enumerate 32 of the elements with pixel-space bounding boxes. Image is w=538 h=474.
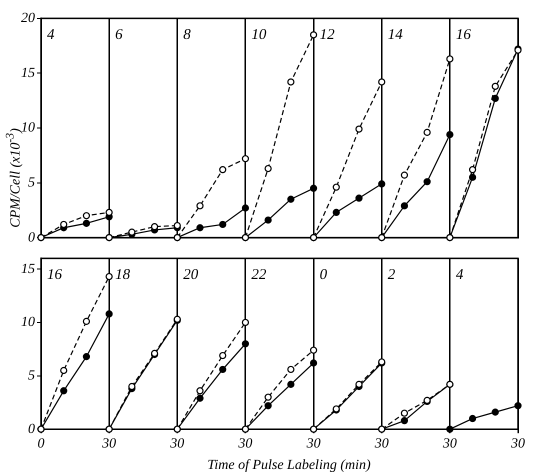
y-tick-label: 5 (28, 368, 35, 384)
annotation: 20 (183, 266, 199, 283)
annotation: 4 (456, 266, 464, 283)
annotation: 14 (388, 26, 404, 43)
annotation: 2 (388, 266, 396, 283)
y-tick-label: 10 (21, 120, 35, 136)
annotation: 16 (456, 26, 472, 43)
annotation: 12 (320, 26, 336, 43)
x-tick-label: 30 (306, 436, 321, 452)
annotation: 0 (320, 266, 328, 283)
annotation: 4 (47, 26, 55, 43)
x-tick-label: 0 (38, 436, 44, 452)
y-tick-label: 20 (21, 11, 35, 26)
y-tick-label: 5 (28, 175, 35, 190)
annotation: 16 (47, 266, 62, 283)
x-tick-label: 30 (442, 436, 457, 452)
annotation: 6 (115, 26, 124, 43)
annotation: 18 (115, 266, 131, 283)
y-tick-label: 0 (28, 422, 35, 437)
y-tick-label: 15 (21, 262, 35, 277)
y-tick-label: 0 (28, 230, 35, 246)
x-tick-label: 30 (237, 436, 252, 452)
x-axis-title: Time of Pulse Labeling (min) (207, 458, 371, 474)
annotation: 22 (251, 266, 267, 283)
x-tick-label: 30 (510, 436, 525, 452)
y-tick-label: 15 (21, 66, 35, 81)
annotation: 10 (251, 26, 267, 43)
y-tick-label: 10 (21, 315, 35, 330)
x-tick-label: 30 (101, 436, 116, 452)
x-tick-label: 30 (169, 436, 184, 452)
annotation: 8 (183, 26, 192, 43)
x-tick-label: 30 (374, 436, 389, 452)
